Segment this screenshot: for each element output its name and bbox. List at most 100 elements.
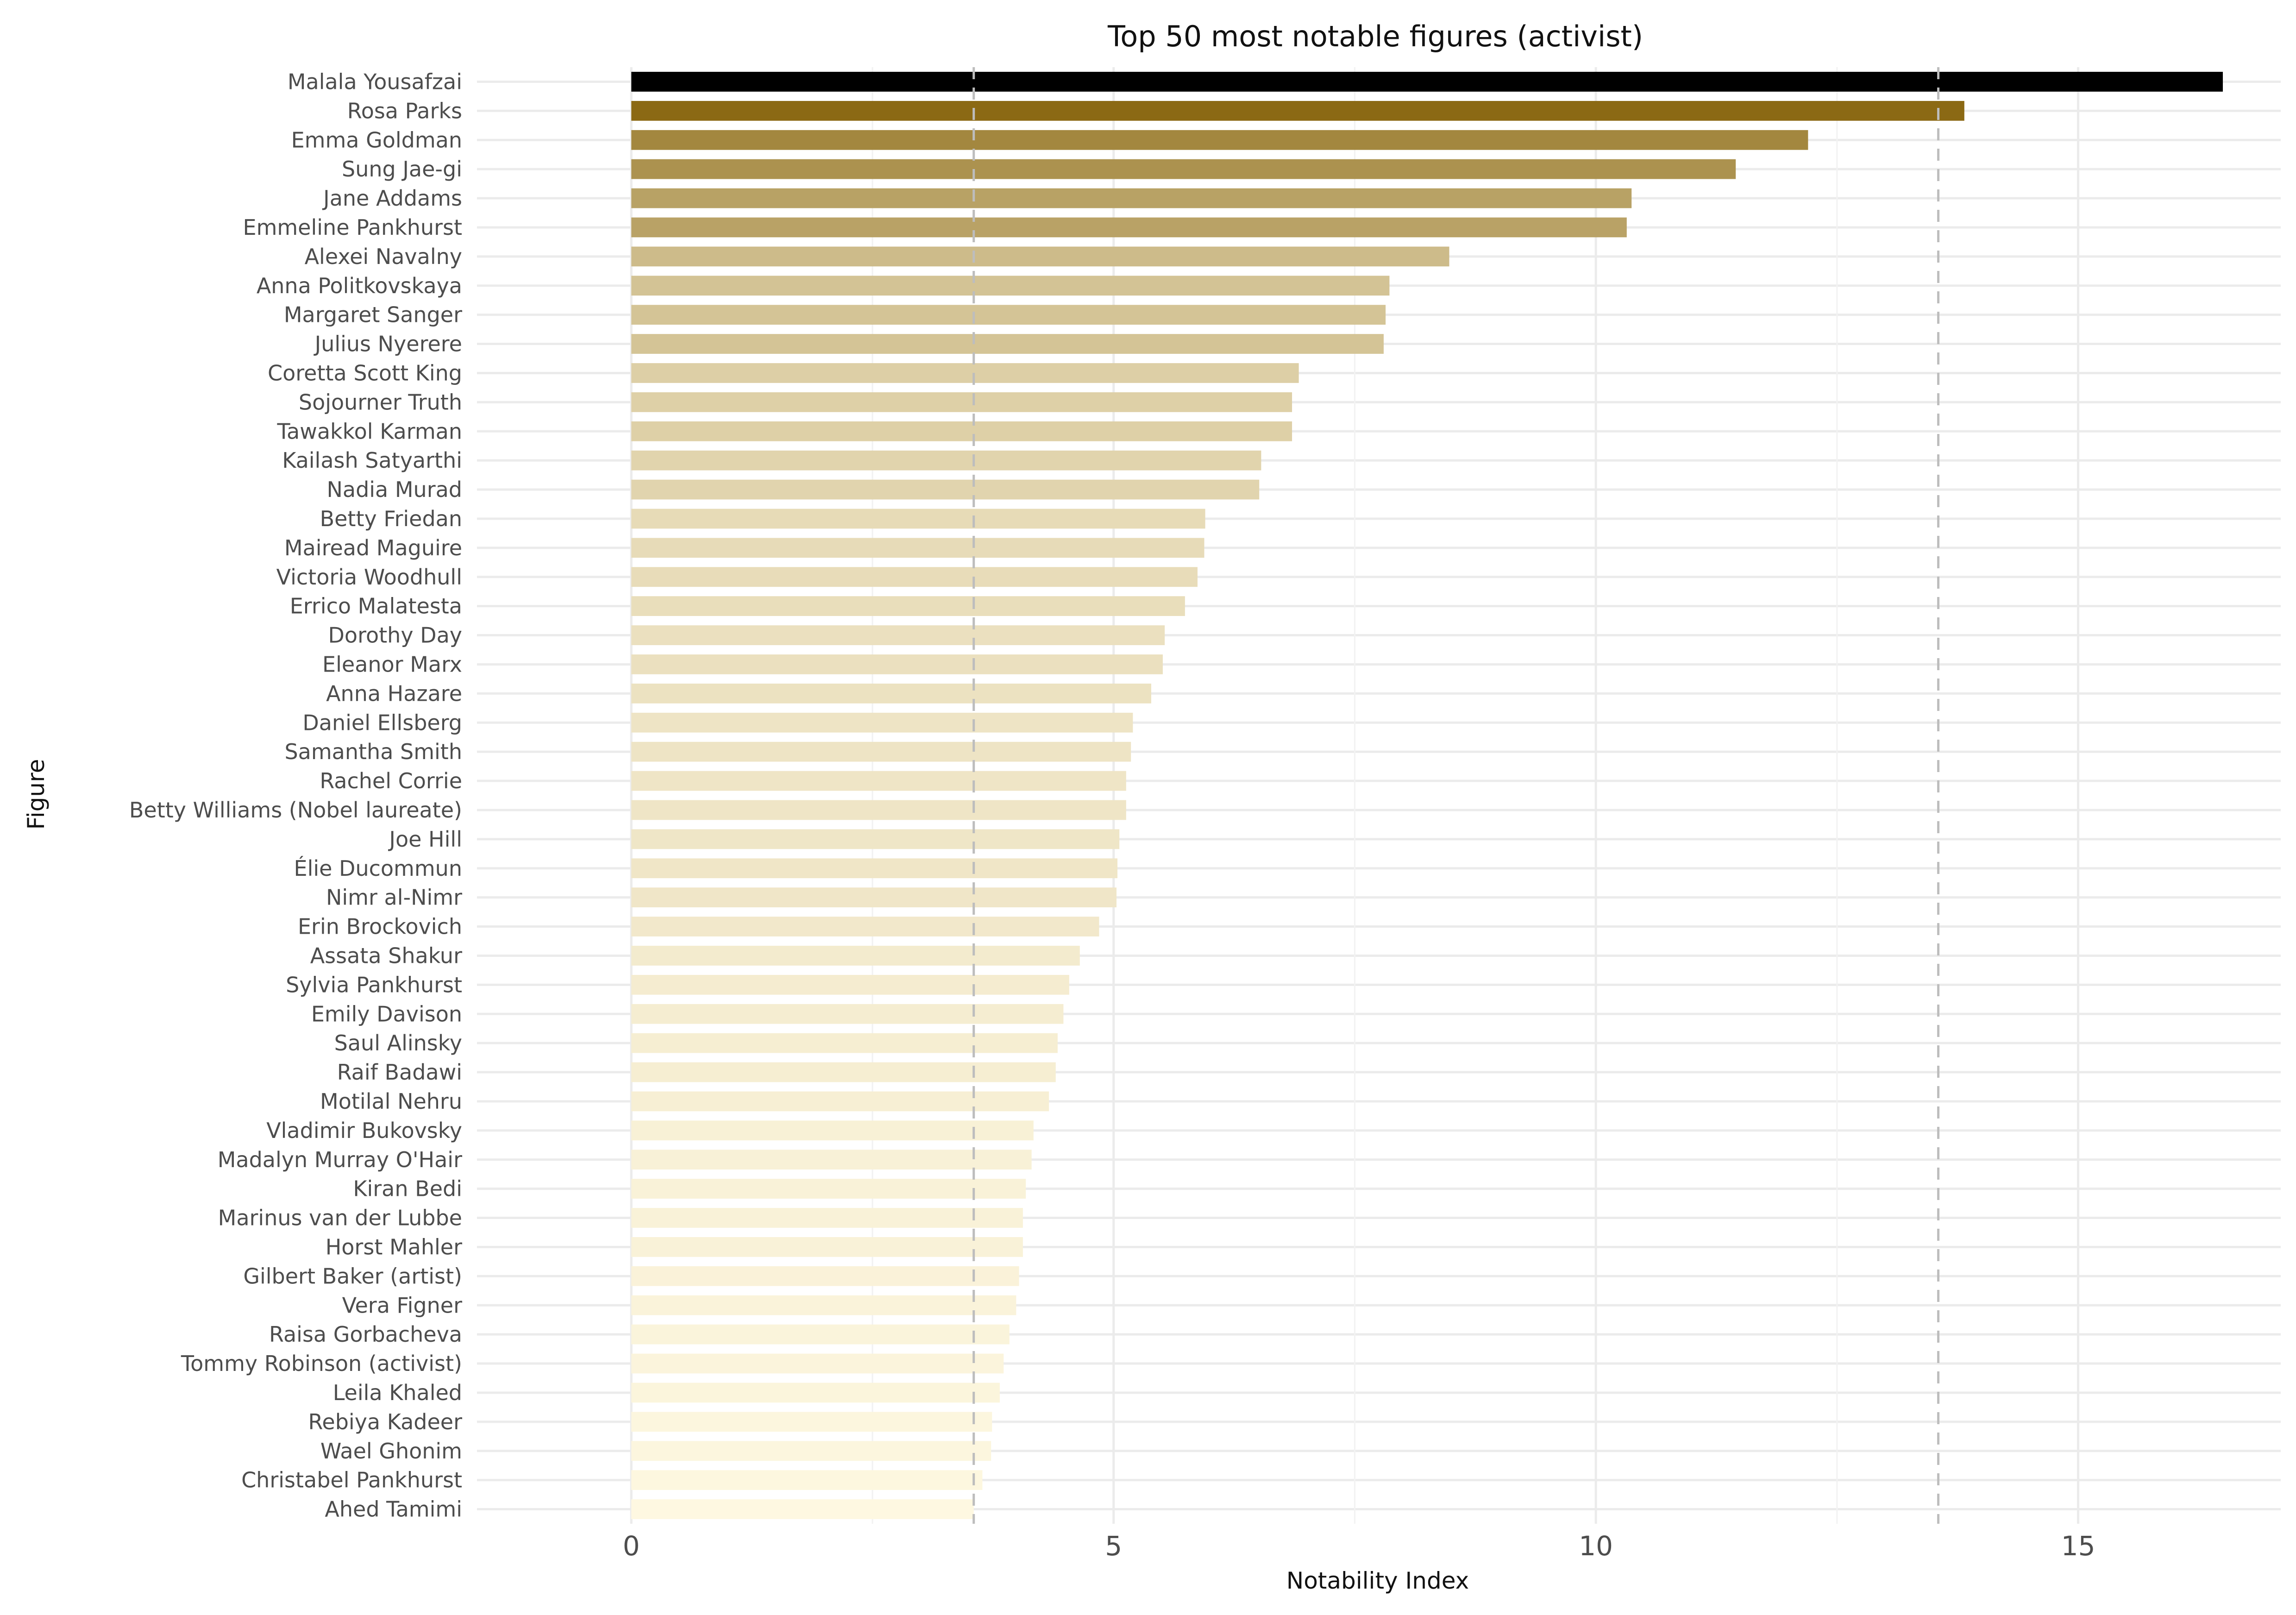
bar (631, 450, 1261, 471)
y-tick-label: Ahed Tamimi (325, 1497, 462, 1522)
y-axis-ticks: Malala Yousafzai Rosa Parks Emma Goldman Su… (129, 69, 462, 1521)
y-tick-label: Sung Jae-gi (342, 157, 462, 182)
y-tick-label: Leila Khaled (333, 1380, 462, 1405)
bar (631, 1295, 1016, 1315)
y-tick-label: Anna Hazare (326, 681, 462, 706)
bar (631, 305, 1386, 325)
bar (631, 1441, 991, 1461)
bar (631, 217, 1627, 238)
y-tick-label: Coretta Scott King (268, 360, 462, 385)
y-tick-label: Julius Nyerere (314, 332, 462, 357)
bar (631, 829, 1120, 849)
bar (631, 421, 1292, 441)
bar (631, 1412, 992, 1432)
y-tick-label: Anna Politkovskaya (257, 273, 462, 298)
y-tick-label: Saul Alinsky (334, 1031, 462, 1056)
y-tick-label: Nadia Murad (326, 477, 462, 502)
y-tick-label: Raisa Gorbacheva (269, 1322, 462, 1347)
y-tick-label: Kailash Satyarthi (282, 448, 462, 473)
chart-title: Top 50 most notable figures (activist) (1107, 19, 1643, 53)
y-tick-label: Alexei Navalny (305, 244, 462, 269)
y-tick-label: Sylvia Pankhurst (286, 972, 462, 997)
y-tick-label: Assata Shakur (310, 943, 462, 968)
y-tick-label: Horst Mahler (326, 1234, 462, 1259)
bar (631, 276, 1390, 296)
bar (631, 363, 1299, 383)
bar (631, 567, 1198, 587)
bar (631, 1091, 1049, 1112)
y-tick-label: Vladimir Bukovsky (266, 1118, 462, 1143)
y-tick-label: Tommy Robinson (activist) (181, 1351, 462, 1376)
bar (631, 246, 1449, 267)
y-tick-label: Malala Yousafzai (288, 69, 462, 94)
y-tick-label: Christabel Pankhurst (241, 1468, 462, 1493)
bar (631, 159, 1736, 179)
x-tick-label: 5 (1105, 1530, 1122, 1562)
y-tick-label: Mairead Maguire (284, 535, 462, 560)
bar (631, 771, 1126, 791)
bar (631, 917, 1099, 936)
y-tick-label: Emily Davison (311, 1001, 462, 1026)
bar (631, 596, 1185, 616)
bar (631, 1150, 1032, 1170)
bar (631, 130, 1808, 150)
y-tick-label: Marinus van der Lubbe (218, 1206, 462, 1231)
y-tick-label: Rebiya Kadeer (308, 1409, 463, 1434)
bar (631, 1324, 1010, 1345)
x-axis-label: Notability Index (1286, 1567, 1469, 1594)
bar (631, 334, 1384, 354)
y-tick-label: Rachel Corrie (320, 768, 462, 793)
bar (631, 1382, 1000, 1403)
bar (631, 1499, 974, 1519)
bar (631, 188, 1632, 208)
bar (631, 1120, 1034, 1141)
bar (631, 479, 1260, 500)
y-tick-label: Tawakkol Karman (277, 419, 462, 444)
y-axis-label: Figure (23, 759, 50, 830)
bar (631, 858, 1118, 879)
y-tick-label: Erin Brockovich (298, 914, 462, 939)
bar (631, 392, 1292, 412)
bar (631, 1266, 1019, 1286)
bar (631, 1062, 1056, 1082)
y-tick-label: Eleanor Marx (322, 652, 462, 677)
y-tick-label: Wael Ghonim (320, 1439, 462, 1464)
y-tick-label: Daniel Ellsberg (302, 710, 462, 735)
bars (631, 72, 2223, 1519)
x-tick-label: 0 (623, 1530, 640, 1562)
y-tick-label: Madalyn Murray O'Hair (218, 1147, 462, 1172)
y-tick-label: Rosa Parks (347, 98, 462, 123)
y-tick-label: Betty Williams (Nobel laureate) (129, 798, 462, 823)
bar (631, 800, 1126, 820)
bar (631, 946, 1080, 966)
y-tick-label: Kiran Bedi (353, 1176, 462, 1201)
x-tick-label: 10 (1579, 1530, 1613, 1562)
bar (631, 72, 2223, 92)
y-tick-label: Dorothy Day (328, 623, 462, 648)
bar (631, 683, 1151, 704)
y-tick-label: Gilbert Baker (artist) (243, 1263, 462, 1288)
bar (631, 742, 1131, 762)
y-tick-label: Victoria Woodhull (276, 565, 462, 590)
y-tick-label: Raif Badawi (337, 1060, 462, 1085)
reference-lines (972, 67, 1940, 1524)
y-tick-label: Betty Friedan (320, 506, 462, 531)
bar (631, 1470, 983, 1490)
bar (631, 1004, 1064, 1024)
y-tick-label: Errico Malatesta (290, 594, 462, 619)
bar (631, 654, 1163, 674)
y-tick-label: Samantha Smith (284, 739, 462, 764)
y-tick-label: Motilal Nehru (320, 1089, 462, 1114)
bar (631, 1353, 1004, 1374)
bar (631, 712, 1133, 733)
bar (631, 887, 1117, 908)
x-tick-label: 15 (2061, 1530, 2095, 1562)
bar (631, 1179, 1026, 1199)
bar (631, 625, 1165, 645)
y-tick-label: Emmeline Pankhurst (243, 215, 463, 240)
y-tick-label: Nimr al-Nimr (326, 885, 462, 910)
bar (631, 101, 1964, 121)
bar (631, 974, 1069, 995)
